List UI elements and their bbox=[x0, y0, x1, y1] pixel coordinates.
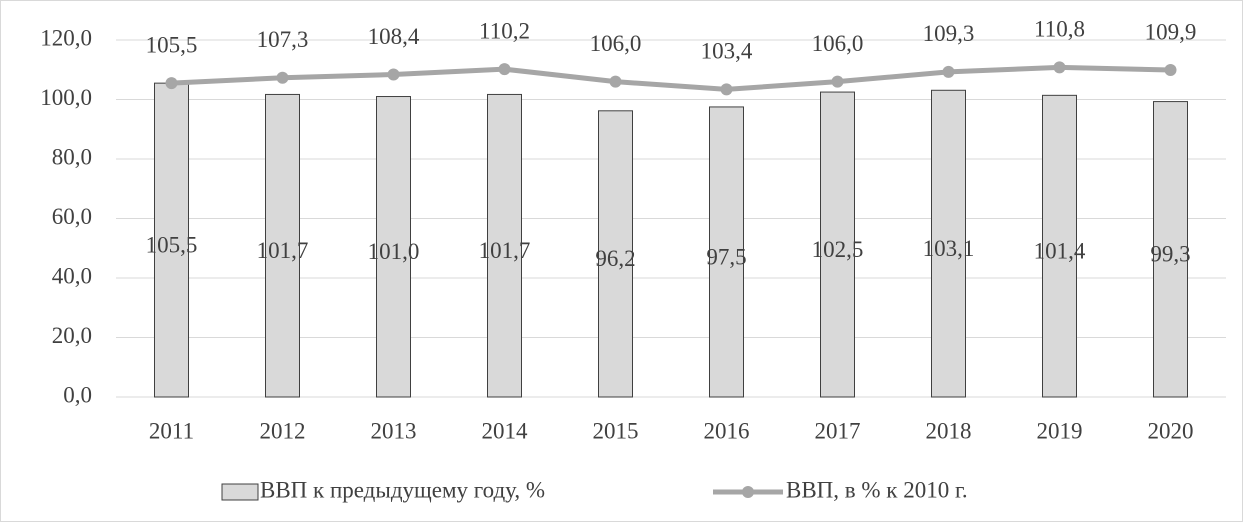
x-tick-label: 2011 bbox=[149, 418, 194, 443]
line-value-label: 108,4 bbox=[368, 24, 420, 49]
bar-value-label: 101,7 bbox=[479, 238, 531, 263]
bar bbox=[376, 96, 411, 398]
y-tick-label: 40,0 bbox=[52, 263, 92, 288]
x-tick-label: 2013 bbox=[371, 418, 417, 443]
line-marker bbox=[165, 77, 178, 90]
y-tick-label: 120,0 bbox=[40, 25, 92, 50]
bar-value-label: 96,2 bbox=[595, 246, 635, 271]
line-marker bbox=[720, 83, 733, 96]
line-value-label: 106,0 bbox=[812, 31, 864, 56]
line-marker bbox=[942, 65, 955, 78]
line-marker bbox=[387, 68, 400, 81]
y-tick-label: 20,0 bbox=[52, 323, 92, 348]
line-marker bbox=[831, 75, 844, 88]
line-value-label: 109,9 bbox=[1145, 19, 1197, 44]
bar-value-label: 99,3 bbox=[1150, 242, 1190, 267]
line-value-label: 106,0 bbox=[590, 31, 642, 56]
bar bbox=[1153, 101, 1188, 398]
bar bbox=[1042, 94, 1077, 398]
bar bbox=[598, 110, 633, 398]
bar-value-label: 102,5 bbox=[812, 237, 864, 262]
x-tick-label: 2012 bbox=[260, 418, 306, 443]
line-marker bbox=[276, 71, 289, 84]
x-tick-label: 2016 bbox=[704, 418, 750, 443]
y-tick-label: 80,0 bbox=[52, 144, 92, 169]
x-tick-label: 2014 bbox=[482, 418, 529, 443]
line-value-label: 103,4 bbox=[701, 39, 753, 64]
x-tick-label: 2020 bbox=[1148, 418, 1194, 443]
bar-value-label: 103,1 bbox=[923, 236, 975, 261]
bar-value-label: 101,7 bbox=[257, 238, 309, 263]
line-value-label: 110,8 bbox=[1034, 17, 1085, 42]
legend-marker bbox=[742, 486, 754, 498]
y-tick-label: 60,0 bbox=[52, 204, 92, 229]
line bbox=[171, 64, 1171, 92]
bar bbox=[931, 89, 966, 398]
line-value-label: 105,5 bbox=[146, 32, 198, 57]
bar bbox=[265, 93, 300, 398]
line-value-label: 110,2 bbox=[479, 18, 530, 43]
legend-label: ВВП, в % к 2010 г. bbox=[786, 477, 968, 502]
x-tick-label: 2017 bbox=[815, 418, 861, 443]
y-tick-label: 100,0 bbox=[40, 85, 92, 110]
line-value-label: 109,3 bbox=[923, 21, 975, 46]
x-tick-label: 2015 bbox=[593, 418, 639, 443]
legend-label: ВВП к предыдущему году, % bbox=[260, 477, 545, 502]
y-tick-label: 0,0 bbox=[63, 382, 92, 407]
bar bbox=[709, 106, 744, 398]
bar-value-label: 101,4 bbox=[1034, 238, 1086, 263]
bar-value-label: 101,0 bbox=[368, 239, 420, 264]
bar-value-label: 97,5 bbox=[706, 244, 746, 269]
line-marker bbox=[1053, 61, 1066, 74]
x-tick-label: 2018 bbox=[926, 418, 972, 443]
bar-value-label: 105,5 bbox=[146, 232, 198, 257]
bar bbox=[154, 82, 189, 398]
x-tick-label: 2019 bbox=[1037, 418, 1083, 443]
line-marker bbox=[609, 75, 622, 88]
bar bbox=[820, 91, 855, 398]
line-marker bbox=[498, 63, 511, 76]
line-value-label: 107,3 bbox=[257, 27, 309, 52]
bar bbox=[487, 93, 522, 398]
line-marker bbox=[1164, 64, 1177, 77]
legend-swatch bbox=[221, 483, 259, 501]
